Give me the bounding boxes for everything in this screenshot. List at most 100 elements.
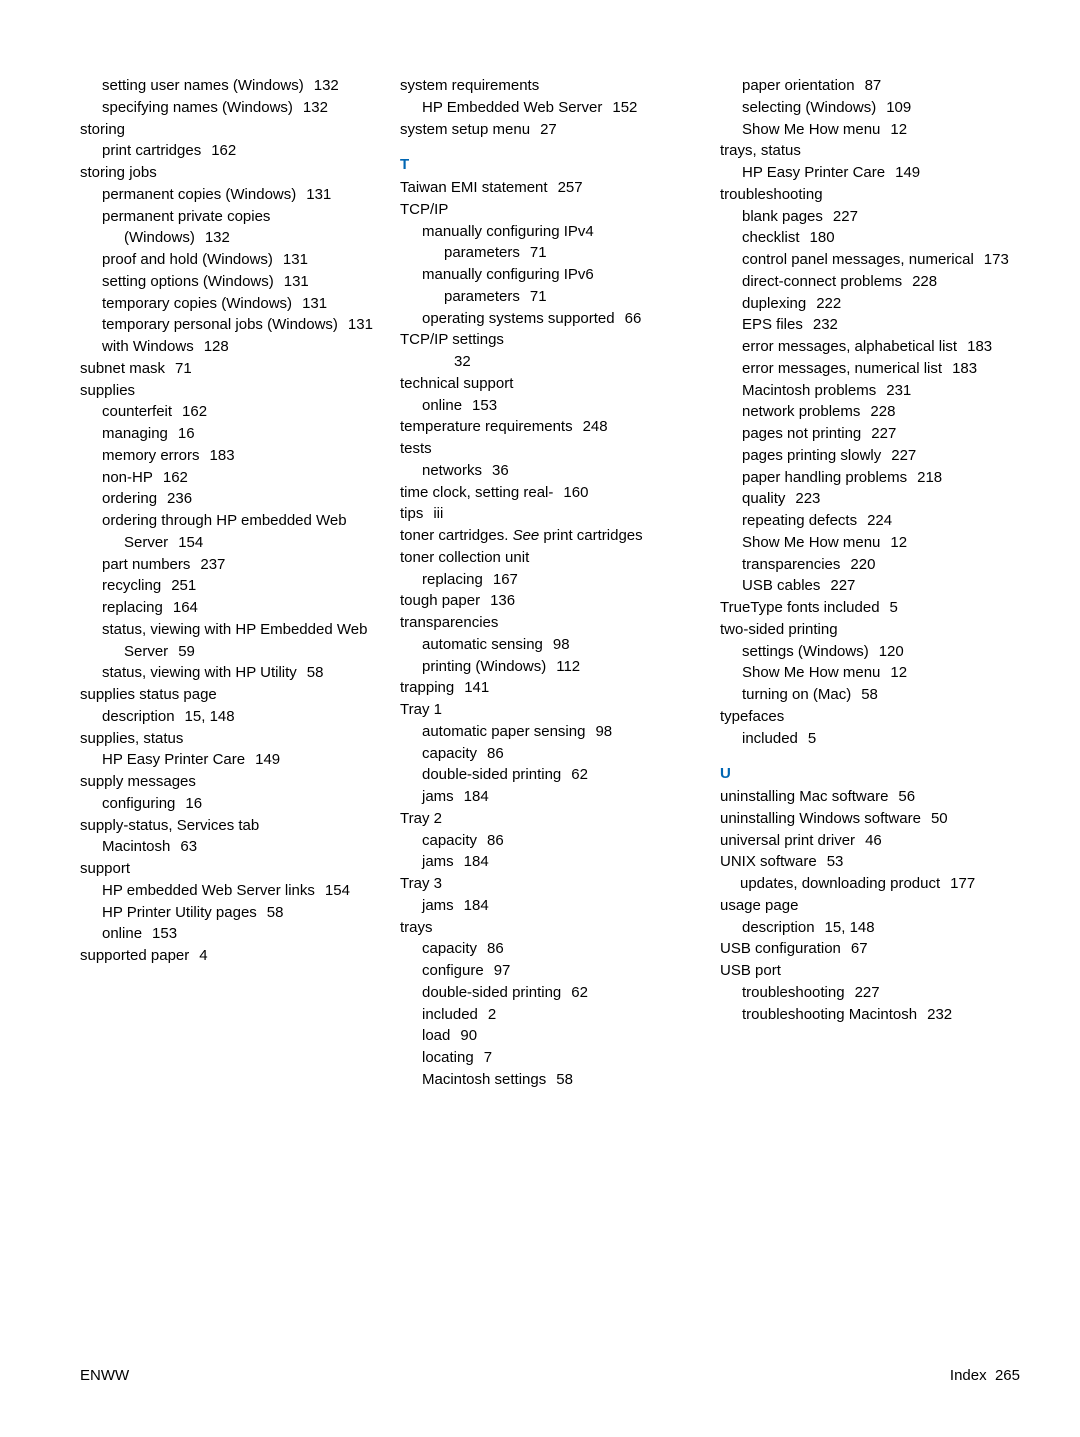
index-page-number: 97 (484, 962, 511, 979)
index-entry-text: paper orientation (742, 77, 855, 94)
column-1: setting user names (Windows)132specifyin… (80, 75, 380, 1091)
index-entry-text: Macintosh settings (422, 1071, 546, 1088)
index-entry: setting options (Windows)131 (80, 271, 380, 293)
index-entry: jams184 (400, 851, 700, 873)
index-entry: trapping141 (400, 677, 700, 699)
index-section-header: U (720, 763, 1020, 785)
index-entry: status, viewing with HP Embedded Web Ser… (80, 619, 380, 663)
index-entry-text: HP Easy Printer Care (742, 164, 885, 181)
index-entry: network problems228 (720, 401, 1020, 423)
index-entry: quality223 (720, 488, 1020, 510)
index-entry-text: networks (422, 462, 482, 479)
index-entry: counterfeit162 (80, 401, 380, 423)
index-entry: temporary copies (Windows)131 (80, 293, 380, 315)
index-page-number: 58 (851, 686, 878, 703)
index-entry: ordering236 (80, 488, 380, 510)
index-entry-text: TCP/IP (400, 201, 448, 218)
index-entry-text: capacity (422, 940, 477, 957)
index-entry: supplies (80, 380, 380, 402)
index-entry: automatic paper sensing98 (400, 721, 700, 743)
index-entry-text: online (102, 925, 142, 942)
index-entry-text: transparencies (742, 556, 840, 573)
index-entry-text: supplies status page (80, 686, 217, 703)
index-entry-text: HP embedded Web Server links (102, 882, 315, 899)
index-page-number: 58 (546, 1071, 573, 1088)
index-entry: included2 (400, 1004, 700, 1026)
index-page-number: 232 (917, 1006, 952, 1023)
index-page-number: 62 (561, 766, 588, 783)
index-entry: Tray 3 (400, 873, 700, 895)
index-entry: HP Easy Printer Care149 (80, 749, 380, 771)
index-entry: checklist180 (720, 227, 1020, 249)
index-page-number: 98 (585, 723, 612, 740)
index-entry: automatic sensing98 (400, 634, 700, 656)
index-entry-text: counterfeit (102, 403, 172, 420)
index-page-number: 149 (885, 164, 920, 181)
index-page-number: 53 (817, 853, 844, 870)
index-entry-text: part numbers (102, 556, 190, 573)
index-page-number: 15, 148 (175, 708, 235, 725)
index-entry: HP Embedded Web Server152 (400, 97, 700, 119)
index-entry: capacity86 (400, 938, 700, 960)
index-page-number: 183 (957, 338, 992, 355)
index-entry-text: HP Easy Printer Care (102, 751, 245, 768)
index-entry: time clock, setting real-160 (400, 482, 700, 504)
index-entry-text: duplexing (742, 295, 806, 312)
index-page-number: 220 (840, 556, 875, 573)
index-entry-text: two-sided printing (720, 621, 838, 638)
index-entry: updates, downloading product177 (720, 873, 1020, 895)
index-page-number: 86 (477, 940, 504, 957)
index-page-number: 248 (573, 418, 608, 435)
index-page-number: 86 (477, 745, 504, 762)
index-entry-text: trays (400, 919, 433, 936)
index-entry: managing16 (80, 423, 380, 445)
index-entry: Macintosh problems231 (720, 380, 1020, 402)
index-entry-text: Show Me How menu (742, 121, 880, 138)
index-entry-text: support (80, 860, 130, 877)
index-see-ref: See (513, 527, 540, 544)
index-entry: paper orientation87 (720, 75, 1020, 97)
index-entry: setting user names (Windows)132 (80, 75, 380, 97)
index-page-number: 257 (548, 179, 583, 196)
index-section-header: T (400, 154, 700, 176)
index-entry-text: setting options (Windows) (102, 273, 274, 290)
index-page-number: 16 (175, 795, 202, 812)
index-page-number: 50 (921, 810, 948, 827)
index-entry-text: system setup menu (400, 121, 530, 138)
index-page-number: 153 (142, 925, 177, 942)
index-entry: troubleshooting Macintosh232 (720, 1004, 1020, 1026)
index-entry: uninstalling Mac software56 (720, 786, 1020, 808)
index-entry: Macintosh settings58 (400, 1069, 700, 1091)
index-entry-text: troubleshooting (742, 984, 845, 1001)
index-page-number: 228 (860, 403, 895, 420)
index-page-number: 128 (194, 338, 229, 355)
index-page-number: 63 (170, 838, 197, 855)
index-page-number: 36 (482, 462, 509, 479)
index-page-number: 236 (157, 490, 192, 507)
index-page-number: 58 (257, 904, 284, 921)
column-3: paper orientation87selecting (Windows)10… (720, 75, 1020, 1091)
index-page-number: 87 (855, 77, 882, 94)
index-entry: permanent copies (Windows)131 (80, 184, 380, 206)
index-entry: direct-connect problems228 (720, 271, 1020, 293)
index-entry: supply messages (80, 771, 380, 793)
index-entry-text: supplies (80, 382, 135, 399)
index-page-number: 184 (454, 897, 489, 914)
index-entry: tests (400, 438, 700, 460)
index-entry: supported paper4 (80, 945, 380, 967)
index-entry-text: Show Me How menu (742, 664, 880, 681)
index-entry: toner collection unit (400, 547, 700, 569)
index-entry-text: Macintosh (102, 838, 170, 855)
index-entry: troubleshooting227 (720, 982, 1020, 1004)
index-entry: description15, 148 (720, 917, 1020, 939)
index-page-number: 160 (553, 484, 588, 501)
index-entry-text: pages not printing (742, 425, 861, 442)
index-page-number: 12 (880, 664, 907, 681)
index-entry: non-HP162 (80, 467, 380, 489)
index-entry: memory errors183 (80, 445, 380, 467)
index-page-number: 131 (274, 273, 309, 290)
index-entry-text: toner collection unit (400, 549, 529, 566)
index-entry: operating systems supported66 (400, 308, 700, 330)
index-entry: subnet mask71 (80, 358, 380, 380)
index-entry-text: selecting (Windows) (742, 99, 876, 116)
